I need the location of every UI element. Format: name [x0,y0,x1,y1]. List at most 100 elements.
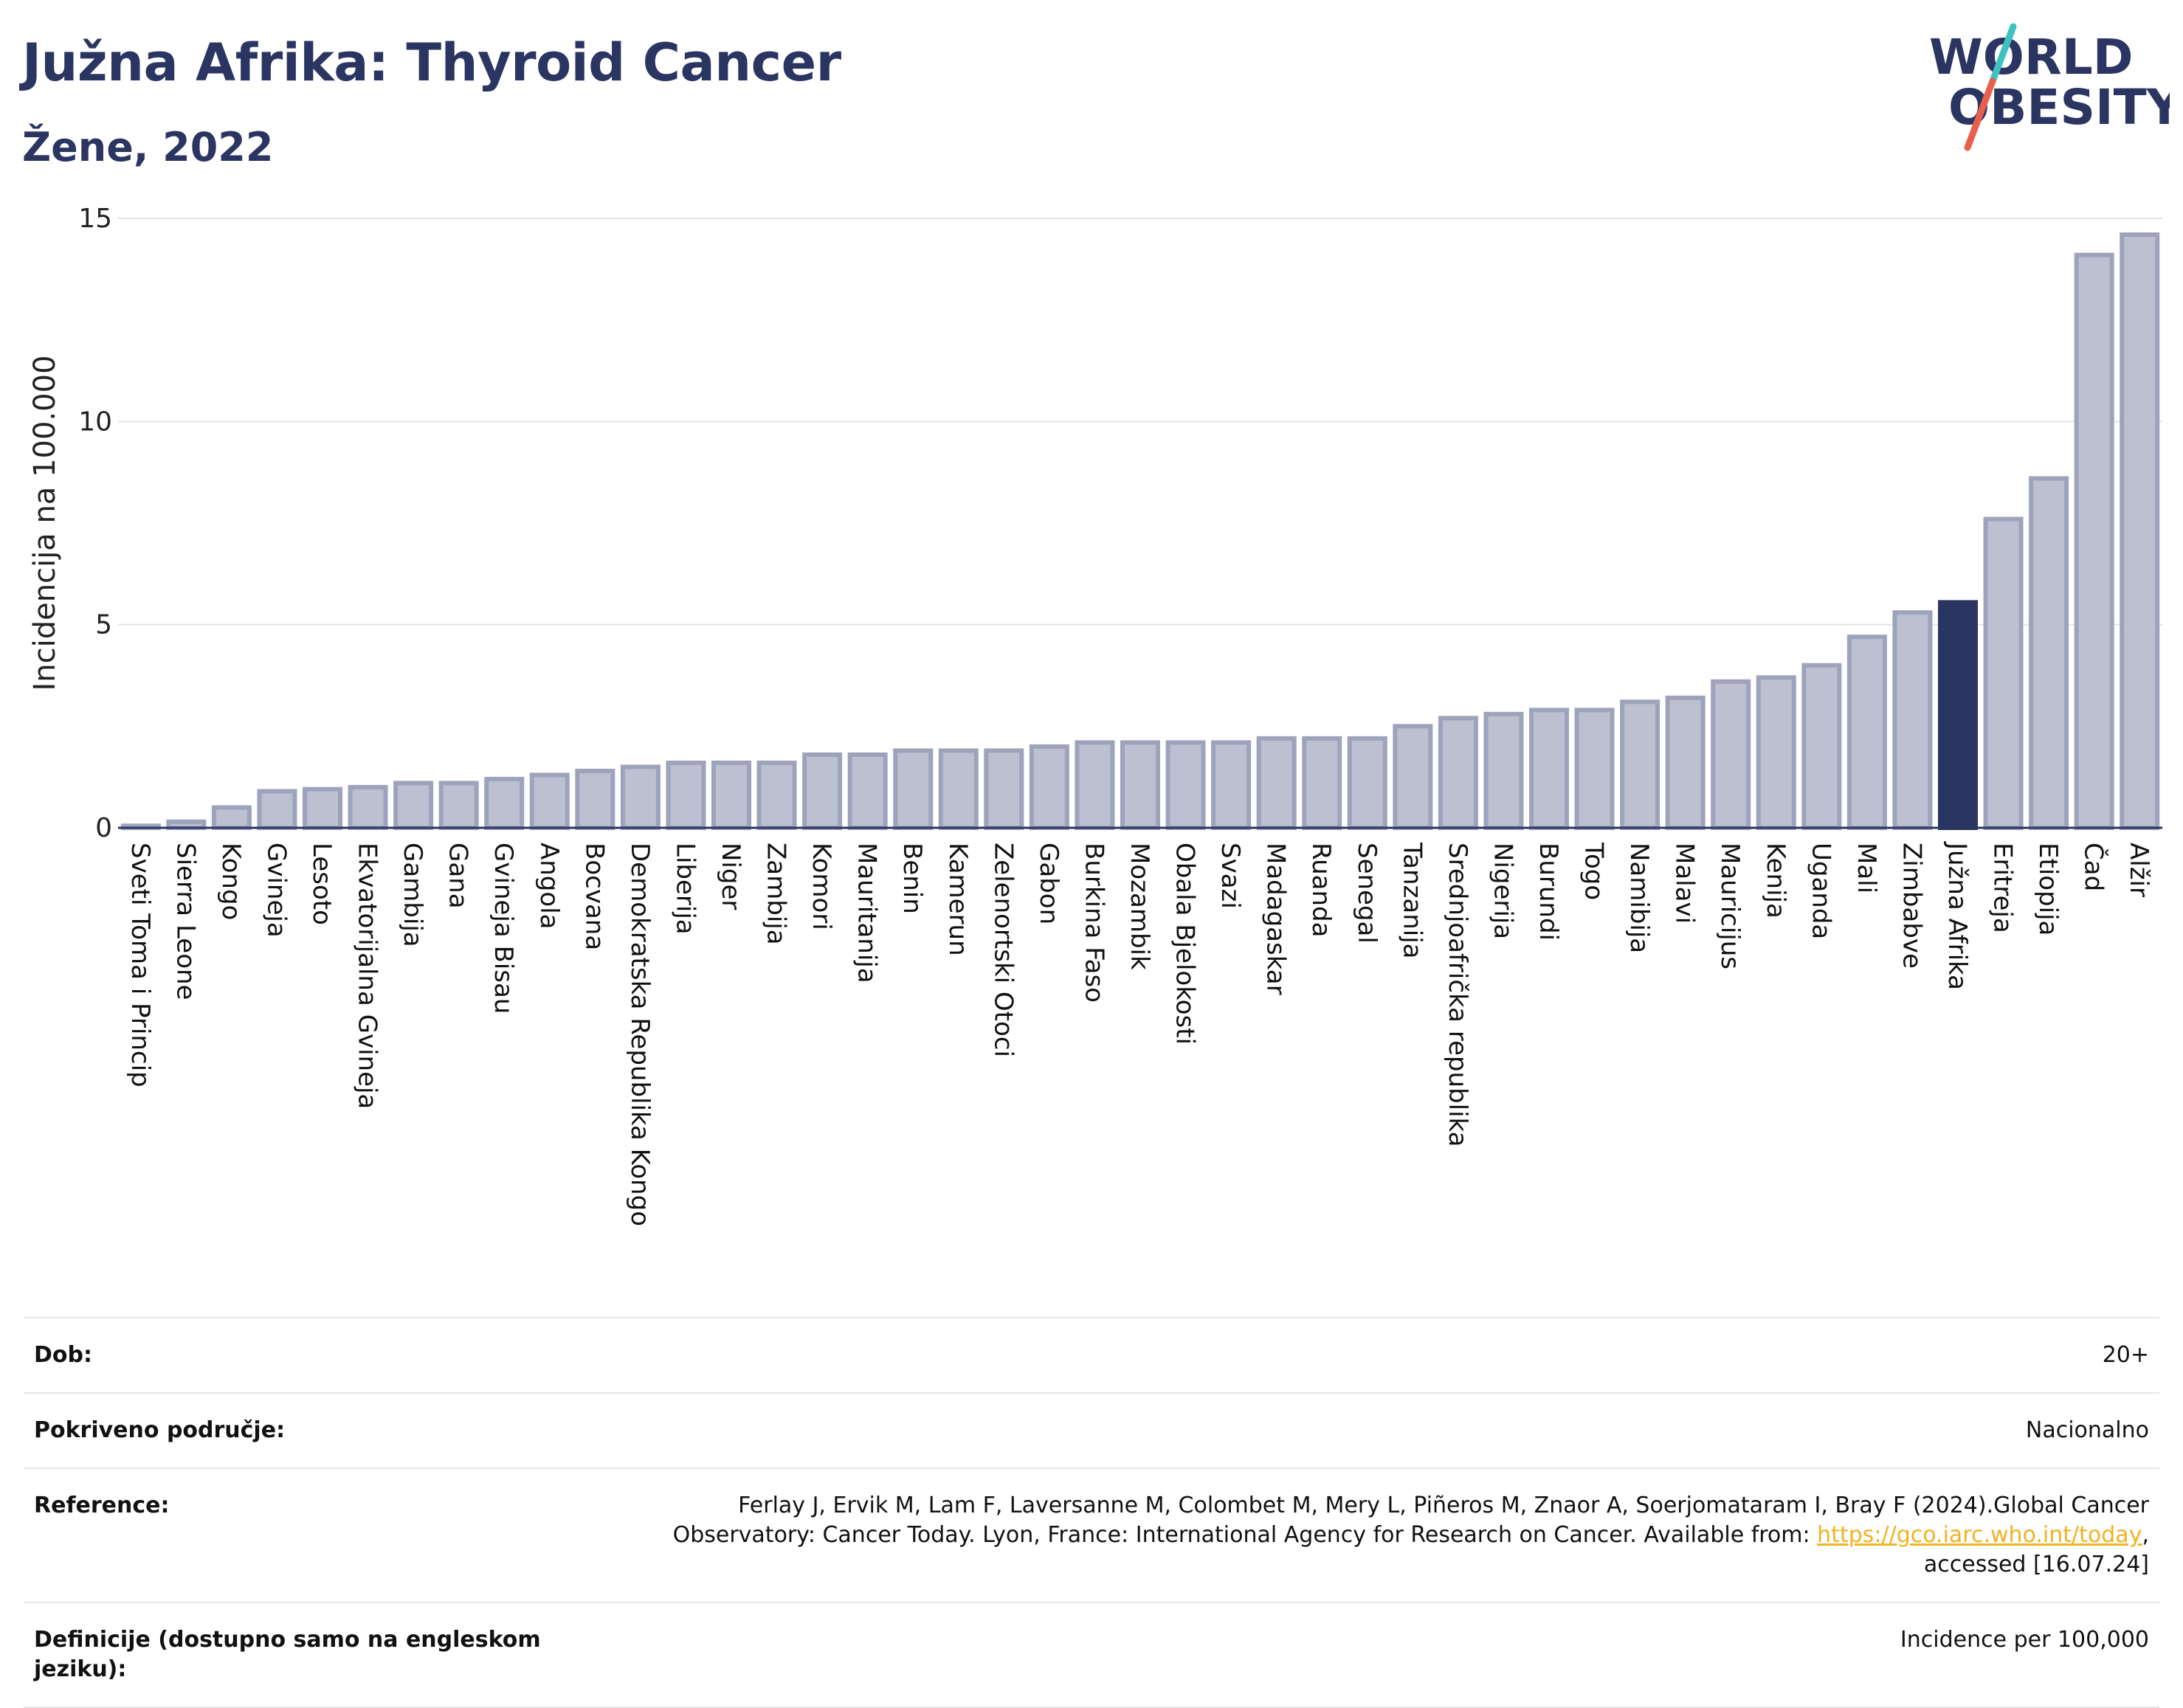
y-tick-label: 10 [78,407,112,437]
reference-link[interactable]: https://gco.iarc.who.int/today [1817,1522,2142,1548]
x-tick-label: Svazi [1215,843,1245,909]
bar [1256,736,1297,830]
bar-chart: 0 5 10 15 Incidencija na 100.000 Sveti Toma i… [28,204,2162,1226]
meta-row-reference: Reference: Ferlay J, Ervik M, Lam F, Lav… [24,1467,2159,1602]
x-tick-label: Zelenortski Otoci [988,843,1018,1057]
x-tick-label: Ekvatorijalna Gvineja [353,843,382,1109]
x-tick-label: Zambija [762,843,791,945]
meta-definitions-value: Incidence per 100,000 [1900,1627,2149,1653]
meta-row-definitions: Definicije (dostupno samo na engleskom j… [24,1602,2159,1708]
bar [1801,663,1842,830]
bar [984,748,1024,831]
bar [1438,716,1478,830]
x-tick-label: Čad [2079,843,2109,891]
bar [620,764,661,831]
x-tick-label: Tanzanija [1397,842,1427,958]
y-tick-label: 0 [95,813,112,843]
meta-reference-label: Reference: [34,1493,170,1518]
bar [1665,695,1706,831]
bar [1211,740,1252,830]
reference-text: Ferlay J, Ervik M, Lam F, Laversanne M, … [672,1493,2149,1548]
bar [1528,708,1570,830]
x-tick-label: Eritreja [1988,843,2018,933]
x-tick-label: Kamerun [943,843,973,956]
bar [1846,635,1887,830]
x-tick-label: Madagaskar [1261,843,1291,995]
bar [529,772,570,830]
bar [2029,476,2069,831]
x-tick-label: Namibija [1624,843,1654,953]
x-tick-label: Ruanda [1306,843,1336,937]
x-tick-label: Mauritanija [852,843,882,983]
bar [756,760,797,830]
x-tick-label: Togo [1579,842,1609,900]
logo-slash-teal [1989,23,2017,85]
x-tick-label: Sierra Leone [170,843,200,1000]
meta-reference-value: Ferlay J, Ervik M, Lam F, Laversanne M, … [636,1491,2149,1580]
bar [1165,740,1206,830]
bar [802,752,843,831]
x-tick-label: Mauricijus [1715,843,1745,969]
metadata-table: Dob: 20+ Pokriveno područje: Nacionalno … [24,1317,2159,1708]
x-tick-label: Gabon [1034,843,1063,924]
x-tick-label: Niger [716,843,745,910]
bar [666,760,706,830]
x-tick-label: Angola [534,843,564,929]
logo-word-world: WORLD [1929,29,2134,86]
x-tick-label: Nigerija [1488,843,1517,939]
bar [711,760,752,830]
bar [893,748,934,831]
meta-coverage-label: Pokriveno područje: [34,1417,286,1443]
bar [1620,699,1660,830]
meta-definitions-label: Definicije (dostupno samo na engleskom j… [34,1627,541,1682]
x-tick-label: Lesoto [307,843,337,925]
bar [1393,724,1433,830]
bar [1892,610,1933,830]
x-tick-label: Kenija [1761,843,1790,919]
bar [1075,740,1115,830]
bar [1711,679,1751,831]
meta-row-age: Dob: 20+ [24,1317,2159,1392]
x-tick-label: Alžir [2124,843,2153,897]
x-tick-label: Uganda [1806,843,1835,939]
x-tick-label: Etiopija [2033,843,2063,936]
bar [1574,708,1615,830]
meta-coverage-value: Nacionalno [2025,1417,2149,1443]
bar [847,752,888,831]
bar [1120,740,1161,830]
x-tick-label: Bocvana [579,843,609,950]
x-tick-label: Obala Bjelokosti [1170,843,1200,1045]
bar [348,784,388,831]
bar [302,786,343,830]
reference-accessed: , accessed [16.07.24] [1923,1522,2149,1577]
x-tick-label: Demokratska Republika Kongo [625,843,655,1226]
bar [938,748,979,831]
y-tick-label: 15 [78,204,112,234]
meta-row-coverage: Pokriveno područje: Nacionalno [24,1392,2159,1467]
x-tick-label: Gana [444,843,473,909]
bar [393,781,434,830]
y-tick-label: 5 [95,610,112,640]
bar [575,768,615,830]
page-subtitle: Žene, 2022 [22,124,274,170]
x-tick-label: Kongo [216,843,246,920]
x-tick-label: Srednjoafrička republika [1443,843,1472,1147]
world-obesity-logo: WORLD OBESITY [1929,23,2170,151]
x-tick-label: Gvineja [261,843,291,938]
x-tick-label: Benin [897,843,927,914]
meta-age-label: Dob: [34,1342,92,1368]
x-tick-label: Mozambik [1125,843,1154,970]
meta-age-value: 20+ [2102,1342,2149,1368]
bar [1029,744,1069,830]
bar [1347,736,1387,830]
x-tick-label: Mali [1852,843,1881,893]
bar [2120,232,2160,830]
bar [1483,711,1524,831]
bar-highlight [1937,600,1979,830]
logo-slash-red [1964,77,1996,151]
x-tick-label: Senegal [1352,843,1382,944]
y-axis-title: Incidencija na 100.000 [28,355,62,691]
x-tick-label: Gambija [398,843,427,947]
x-tick-label: Gvineja Bisau [489,843,518,1014]
x-tick-label: Malavi [1670,843,1700,924]
